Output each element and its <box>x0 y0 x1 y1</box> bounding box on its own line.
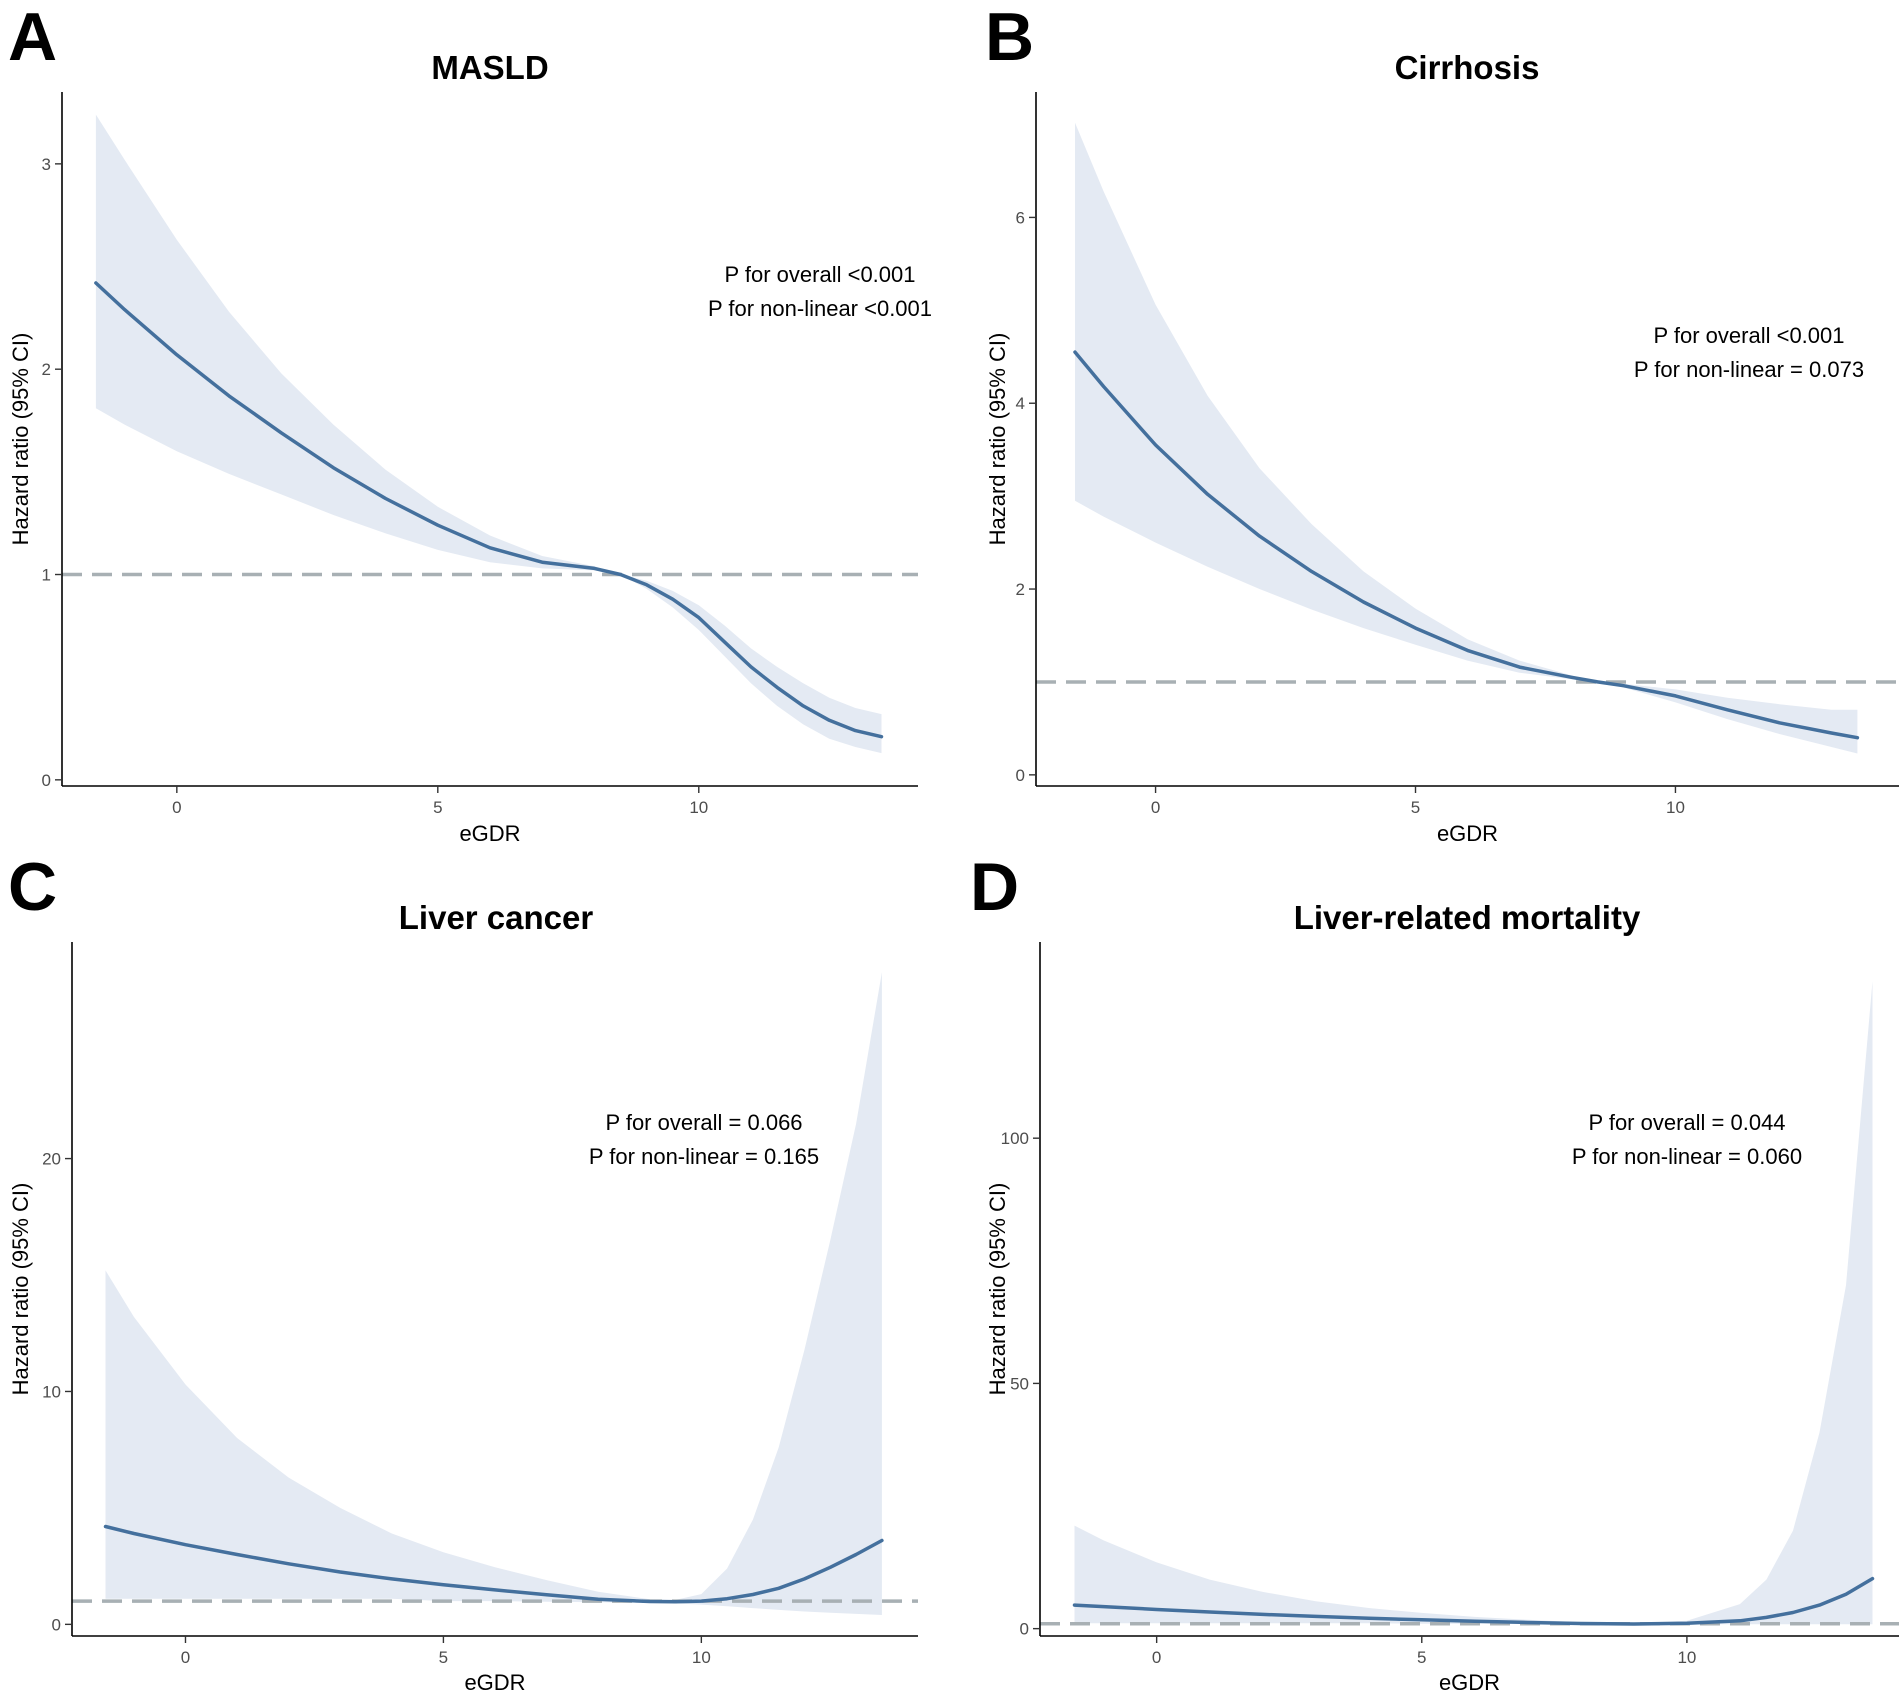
p-value-annotation: P for non-linear = 0.060 <box>1572 1144 1802 1169</box>
y-tick-label: 20 <box>42 1150 61 1169</box>
y-tick-label: 2 <box>1016 580 1025 599</box>
x-tick-label: 0 <box>181 1648 190 1667</box>
y-tick-label: 4 <box>1016 394 1025 413</box>
panel-b: 0 2 4 6 0 5 10 eGDR Hazard ratio (95% CI) Cirrhos… <box>985 0 1899 846</box>
x-tick-label: 5 <box>439 1648 448 1667</box>
hazard-ratio-line <box>1073 350 1860 740</box>
hazard-ratio-line <box>94 281 884 739</box>
panel-letter: D <box>970 849 1019 925</box>
x-axis-title: eGDR <box>459 821 520 846</box>
confidence-band <box>105 972 882 1615</box>
x-axis-title: eGDR <box>1437 821 1498 846</box>
y-tick-label: 50 <box>1010 1374 1029 1393</box>
y-tick-label: 0 <box>42 771 51 790</box>
x-tick-label: 5 <box>1411 798 1420 817</box>
panel-letter: B <box>985 0 1034 75</box>
x-tick-label: 0 <box>1151 798 1160 817</box>
panel-letter: C <box>8 849 57 925</box>
p-value-annotation: P for non-linear = 0.165 <box>589 1144 819 1169</box>
p-value-annotation: P for non-linear = 0.073 <box>1634 357 1864 382</box>
y-axis-title: Hazard ratio (95% CI) <box>985 1183 1010 1396</box>
p-value-annotation: P for overall = 0.066 <box>605 1110 802 1135</box>
y-tick-label: 3 <box>42 155 51 174</box>
y-axis-title: Hazard ratio (95% CI) <box>8 333 33 546</box>
confidence-band <box>95 114 882 754</box>
confidence-band <box>1074 981 1873 1625</box>
panel-a: 0 1 2 3 0 5 10 eGDR Hazard ratio (95% CI) MASLD A P… <box>8 0 932 846</box>
panel-title: MASLD <box>431 49 548 86</box>
y-tick-label: 0 <box>52 1615 61 1634</box>
y-tick-label: 10 <box>42 1382 61 1401</box>
panel-c: 0 10 20 0 5 10 eGDR Hazard ratio (95% CI) Liver … <box>8 849 918 1695</box>
panel-title: Liver cancer <box>399 899 594 936</box>
x-tick-label: 0 <box>172 798 181 817</box>
y-tick-label: 2 <box>42 360 51 379</box>
y-tick-label: 0 <box>1016 766 1025 785</box>
p-value-annotation: P for non-linear <0.001 <box>708 296 932 321</box>
x-tick-label: 5 <box>1417 1648 1426 1667</box>
panel-title: Liver-related mortality <box>1294 899 1641 936</box>
y-tick-label: 1 <box>42 566 51 585</box>
panel-letter: A <box>8 0 57 75</box>
x-tick-label: 10 <box>692 1648 711 1667</box>
x-tick-label: 10 <box>689 798 708 817</box>
panel-d: 0 50 100 0 5 10 eGDR Hazard ratio (95% CI) Liver… <box>970 849 1899 1695</box>
x-tick-label: 10 <box>1677 1648 1696 1667</box>
confidence-band <box>1075 122 1858 754</box>
y-tick-label: 0 <box>1020 1620 1029 1639</box>
y-axis-title: Hazard ratio (95% CI) <box>8 1183 33 1396</box>
y-tick-label: 100 <box>1001 1129 1029 1148</box>
x-tick-label: 0 <box>1152 1648 1161 1667</box>
x-tick-label: 10 <box>1666 798 1685 817</box>
hazard-ratio-line <box>1072 1576 1875 1626</box>
y-tick-label: 6 <box>1016 208 1025 227</box>
x-axis-title: eGDR <box>1439 1670 1500 1695</box>
y-axis-title: Hazard ratio (95% CI) <box>985 333 1010 546</box>
p-value-annotation: P for overall = 0.044 <box>1588 1110 1785 1135</box>
x-axis-title: eGDR <box>464 1670 525 1695</box>
p-value-annotation: P for overall <0.001 <box>725 262 916 287</box>
x-tick-label: 5 <box>433 798 442 817</box>
hazard-ratio-line <box>103 1524 884 1604</box>
panel-title: Cirrhosis <box>1395 49 1540 86</box>
p-value-annotation: P for overall <0.001 <box>1654 323 1845 348</box>
